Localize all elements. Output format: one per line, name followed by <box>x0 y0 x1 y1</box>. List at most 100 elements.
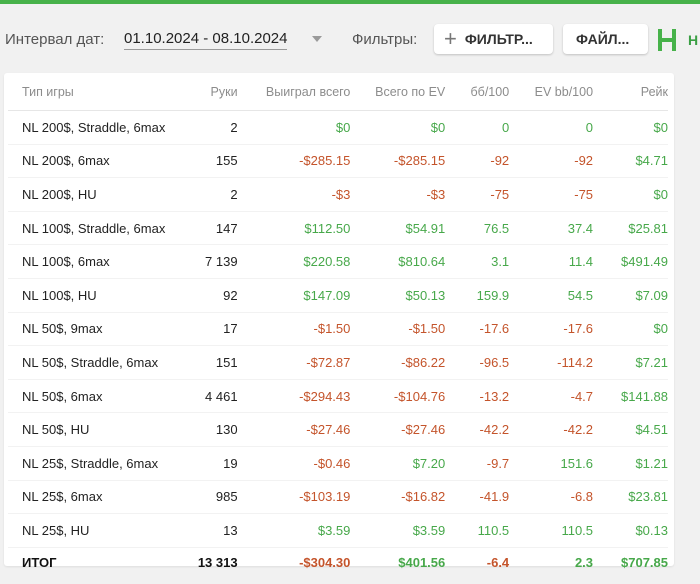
cell-rake: $491.49 <box>593 244 668 279</box>
table-row[interactable]: NL 200$, Straddle, 6max 2 $0 $0 0 0 $0 <box>8 110 668 145</box>
cell-ev-bb100: 37.4 <box>509 211 594 246</box>
cell-hands: 151 <box>197 345 238 380</box>
add-filter-button[interactable]: + ФИЛЬТР... <box>434 24 553 54</box>
cell-bb100: -13.2 <box>445 379 510 414</box>
cell-won-total: -$103.19 <box>237 480 351 515</box>
column-header-rake[interactable]: Рейк <box>593 73 668 111</box>
cell-game-type: NL 200$, HU <box>8 177 198 212</box>
table-row[interactable]: NL 50$, Straddle, 6max 151 -$72.87 -$86.22-… <box>8 345 668 380</box>
cell-ev-bb100: -17.6 <box>509 312 594 347</box>
table-row[interactable]: NL 100$, 6max 7 139 $220.58 $810.64 3.1 11.4 $… <box>8 244 668 279</box>
table-total-row: ИТОГ 13 313 -$304.30 $401.56 -6.4 2.3 $707.85 <box>8 547 668 578</box>
cell-rake: $4.51 <box>593 412 668 447</box>
cell-rake: $0 <box>593 110 668 145</box>
cell-ev-bb100: -92 <box>509 144 594 179</box>
column-header-bb100[interactable]: бб/100 <box>445 73 510 111</box>
cell-bb100: 159.9 <box>445 278 510 313</box>
cell-ev-total: $7.20 <box>350 446 446 481</box>
total-cell-ev-bb100: 2.3 <box>574 555 594 571</box>
cell-ev-total: -$3 <box>350 177 446 212</box>
cell-ev-total: -$86.22 <box>350 345 446 380</box>
cell-won-total: $0 <box>237 110 351 145</box>
cell-ev-total: -$285.15 <box>350 144 446 179</box>
cell-game-type: NL 25$, 6max <box>8 480 198 515</box>
cell-rake: $23.81 <box>593 480 668 515</box>
stats-table-card: Тип игры Руки Выиграл всего Всего по EV бб/1… <box>4 73 674 570</box>
column-header-game-type[interactable]: Тип игры <box>8 73 198 111</box>
filters-label: Фильтры: <box>352 31 418 48</box>
cell-bb100: -75 <box>445 177 510 212</box>
logo-text[interactable]: Н <box>688 32 699 48</box>
top-accent-bar <box>0 0 700 4</box>
total-cell-bb100: -6.4 <box>486 555 510 571</box>
logo-icon[interactable] <box>655 28 679 52</box>
cell-ev-bb100: 11.4 <box>509 244 594 279</box>
date-interval-label: Интервал дат: <box>5 31 105 48</box>
cell-game-type: NL 200$, 6max <box>8 144 198 179</box>
cell-game-type: NL 100$, HU <box>8 278 198 313</box>
column-header-ev-bb100[interactable]: EV bb/100 <box>509 73 594 111</box>
table-header-row: Тип игры Руки Выиграл всего Всего по EV бб/1… <box>8 73 668 111</box>
cell-game-type: NL 100$, Straddle, 6max <box>8 211 198 246</box>
cell-won-total: $112.50 <box>237 211 351 246</box>
cell-won-total: -$72.87 <box>237 345 351 380</box>
cell-won-total: -$285.15 <box>237 144 351 179</box>
column-header-ev-total[interactable]: Всего по EV <box>350 73 446 111</box>
cell-hands: 4 461 <box>197 379 238 414</box>
table-row[interactable]: NL 100$, HU 92 $147.09 $50.13 159.9 54.5 $7.09 <box>8 278 668 313</box>
table-row[interactable]: NL 50$, 6max 4 461 -$294.43 -$104.76 -13.2 -4… <box>8 379 668 414</box>
date-range-picker[interactable]: 01.10.2024 - 08.10.2024 <box>124 30 288 50</box>
table-row[interactable]: NL 25$, HU 13 $3.59 $3.59 110.5 110.5 $0.13 <box>8 513 668 548</box>
cell-hands: 130 <box>197 412 238 447</box>
cell-rake: $0 <box>593 312 668 347</box>
cell-game-type: NL 100$, 6max <box>8 244 198 279</box>
table-row[interactable]: NL 50$, HU 130 -$27.46 -$27.46 -42.2 -42.2 $4.… <box>8 412 668 447</box>
cell-bb100: -9.7 <box>445 446 510 481</box>
total-cell-won-total: -$304.30 <box>299 555 351 571</box>
cell-hands: 147 <box>197 211 238 246</box>
table-row[interactable]: NL 25$, 6max 985 -$103.19 -$16.82 -41.9 -6.8 $… <box>8 480 668 515</box>
cell-bb100: 110.5 <box>445 513 510 548</box>
file-button[interactable]: ФАЙЛ... <box>563 24 648 54</box>
cell-won-total: -$1.50 <box>237 312 351 347</box>
cell-hands: 2 <box>197 110 238 145</box>
cell-game-type: NL 200$, Straddle, 6max <box>8 110 198 145</box>
total-cell-game-type: ИТОГ <box>22 555 57 571</box>
cell-rake: $25.81 <box>593 211 668 246</box>
cell-ev-bb100: 54.5 <box>509 278 594 313</box>
cell-game-type: NL 25$, HU <box>8 513 198 548</box>
cell-hands: 7 139 <box>197 244 238 279</box>
cell-ev-bb100: -42.2 <box>509 412 594 447</box>
table-row[interactable]: NL 50$, 9max 17 -$1.50 -$1.50 -17.6 -17.6 $0 <box>8 312 668 347</box>
cell-ev-bb100: -4.7 <box>509 379 594 414</box>
table-row[interactable]: NL 25$, Straddle, 6max 19 -$0.46 $7.20 -9.7 1… <box>8 446 668 481</box>
column-header-hands[interactable]: Руки <box>197 73 238 111</box>
table-row[interactable]: NL 100$, Straddle, 6max 147 $112.50 $54.91 7… <box>8 211 668 246</box>
cell-hands: 985 <box>197 480 238 515</box>
cell-ev-total: $0 <box>350 110 446 145</box>
cell-bb100: -17.6 <box>445 312 510 347</box>
chevron-down-icon[interactable] <box>312 36 322 42</box>
cell-won-total: -$294.43 <box>237 379 351 414</box>
cell-ev-total: $3.59 <box>350 513 446 548</box>
cell-game-type: NL 50$, Straddle, 6max <box>8 345 198 380</box>
total-cell-ev-total: $401.56 <box>398 555 446 571</box>
game-type-stats-table: Тип игры Руки Выиграл всего Всего по EV бб/1… <box>8 73 668 578</box>
column-header-won-total[interactable]: Выиграл всего <box>237 73 351 111</box>
cell-rake: $0 <box>593 177 668 212</box>
cell-ev-bb100: 151.6 <box>509 446 594 481</box>
cell-ev-total: $50.13 <box>350 278 446 313</box>
cell-hands: 17 <box>197 312 238 347</box>
table-row[interactable]: NL 200$, 6max 155 -$285.15 -$285.15 -92 -92 $4… <box>8 144 668 179</box>
cell-ev-total: -$27.46 <box>350 412 446 447</box>
cell-bb100: 76.5 <box>445 211 510 246</box>
cell-won-total: $3.59 <box>237 513 351 548</box>
table-row[interactable]: NL 200$, HU 2 -$3 -$3 -75 -75 $0 <box>8 177 668 212</box>
cell-won-total: -$27.46 <box>237 412 351 447</box>
cell-ev-total: -$1.50 <box>350 312 446 347</box>
cell-rake: $141.88 <box>593 379 668 414</box>
cell-hands: 155 <box>197 144 238 179</box>
total-cell-hands: 13 313 <box>197 555 238 571</box>
plus-icon: + <box>444 26 457 51</box>
cell-rake: $7.21 <box>593 345 668 380</box>
